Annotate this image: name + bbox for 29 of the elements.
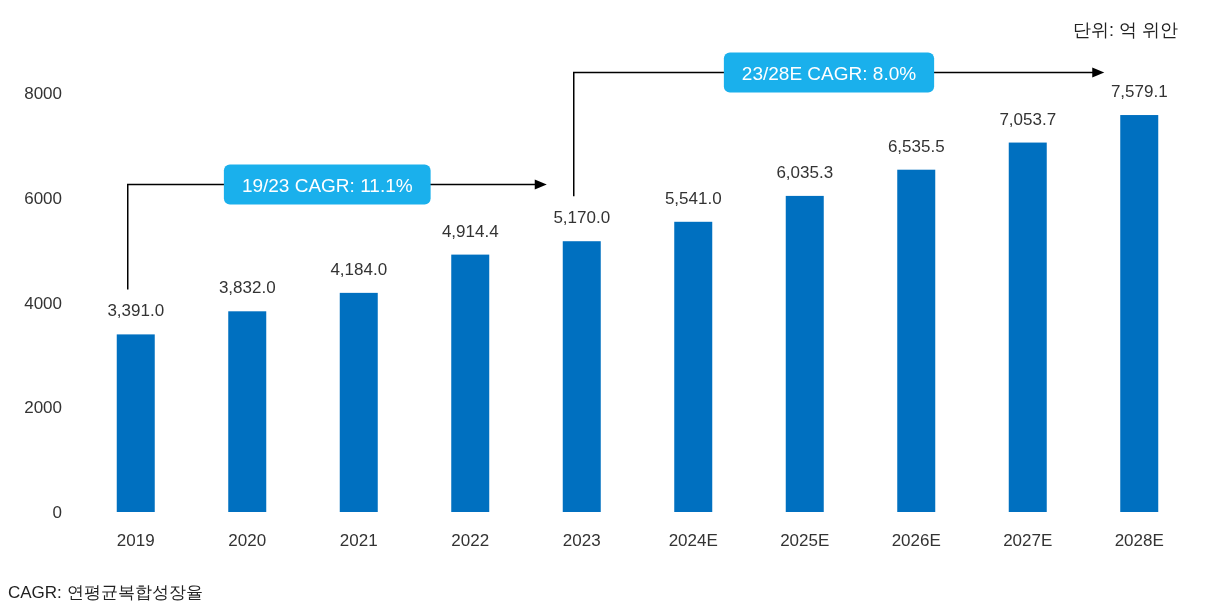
data-label: 6,535.5	[887, 136, 945, 156]
data-label: 5,541.0	[664, 188, 722, 208]
annotation: 19/23 CAGR: 11.1%	[241, 174, 413, 196]
y-tick-label: 4000	[24, 293, 62, 313]
data-label: 7,579.1	[1110, 82, 1168, 102]
x-tick-label: 2020	[228, 531, 267, 550]
x-tick-label: 2019	[116, 531, 155, 550]
x-tick-label: 2023	[562, 531, 601, 550]
data-label: 3,391.0	[107, 301, 165, 321]
x-tick-label: 2027E	[1003, 531, 1053, 550]
x-tick-label: 2022	[451, 531, 490, 550]
data-label: 7,053.7	[999, 109, 1057, 129]
y-tick-label: 8000	[24, 84, 62, 103]
data-label: 6,035.3	[776, 162, 834, 182]
x-tick-label: 2025E	[780, 531, 830, 550]
data-label: 5,170.0	[553, 208, 611, 228]
text: 23/28E CAGR: 8.0%	[741, 62, 917, 84]
x-tick-label: 2024E	[668, 531, 718, 550]
x-tick-label: 2028E	[1114, 531, 1164, 550]
text: 단위: 억 위안	[1072, 20, 1178, 40]
x-tick-label: 2021	[339, 531, 378, 550]
y-tick-label: 6000	[24, 188, 62, 208]
x-tick-label: 2026E	[891, 531, 941, 550]
data-label: 4,184.0	[330, 259, 388, 279]
text: CAGR: 연평균복합성장율	[8, 583, 203, 602]
data-label: 4,914.4	[441, 221, 499, 241]
y-tick-label: 0	[52, 503, 62, 522]
data-label: 3,832.0	[218, 278, 276, 298]
y-tick-label: 2000	[24, 398, 62, 418]
